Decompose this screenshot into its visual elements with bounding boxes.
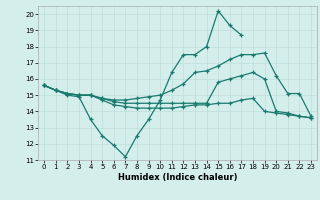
X-axis label: Humidex (Indice chaleur): Humidex (Indice chaleur) xyxy=(118,173,237,182)
